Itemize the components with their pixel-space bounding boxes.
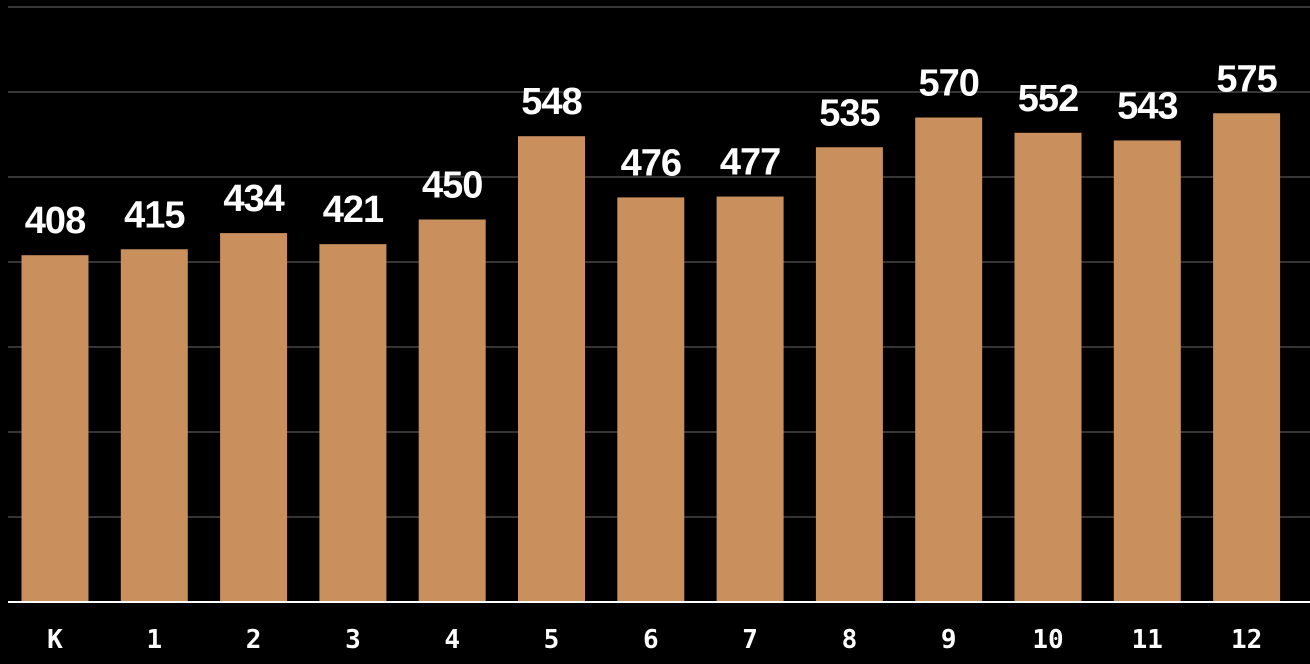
x-tick-label: 5 — [544, 625, 560, 655]
bar — [1114, 140, 1181, 602]
bar — [915, 118, 982, 603]
bar — [617, 197, 684, 602]
data-label: 477 — [720, 142, 780, 184]
data-label: 575 — [1216, 58, 1277, 100]
bars — [22, 113, 1281, 602]
bar — [518, 136, 585, 602]
data-label: 543 — [1117, 85, 1177, 127]
bar — [1015, 133, 1082, 602]
x-tick-labels: K 1 2 3 4 5 6 7 8 9 10 11 12 — [47, 625, 1262, 655]
data-label: 570 — [918, 63, 978, 105]
bar — [121, 249, 188, 602]
bar — [816, 147, 883, 602]
data-label: 408 — [25, 200, 85, 242]
data-label: 476 — [621, 142, 681, 184]
data-label: 421 — [323, 189, 384, 231]
x-tick-label: 7 — [742, 625, 758, 655]
x-tick-label: 8 — [842, 625, 858, 655]
bar — [220, 233, 287, 602]
x-tick-label: 4 — [444, 625, 460, 655]
bar — [717, 197, 784, 602]
bar — [1213, 113, 1280, 602]
x-tick-label: 9 — [941, 625, 957, 655]
data-label: 548 — [521, 81, 581, 123]
data-label: 434 — [223, 178, 284, 220]
data-label: 552 — [1018, 78, 1078, 120]
data-label: 415 — [124, 194, 185, 236]
x-tick-label: 2 — [246, 625, 262, 655]
data-label: 535 — [819, 92, 880, 134]
x-tick-label: 12 — [1231, 625, 1262, 655]
x-tick-label: 10 — [1032, 625, 1063, 655]
bar — [419, 220, 486, 603]
x-tick-label: 6 — [643, 625, 659, 655]
x-tick-label: 3 — [345, 625, 361, 655]
x-tick-label: 1 — [146, 625, 162, 655]
x-tick-label: 11 — [1132, 625, 1163, 655]
bar — [319, 244, 386, 602]
x-tick-label: K — [47, 625, 63, 655]
data-label: 450 — [422, 165, 482, 207]
bar — [22, 255, 89, 602]
